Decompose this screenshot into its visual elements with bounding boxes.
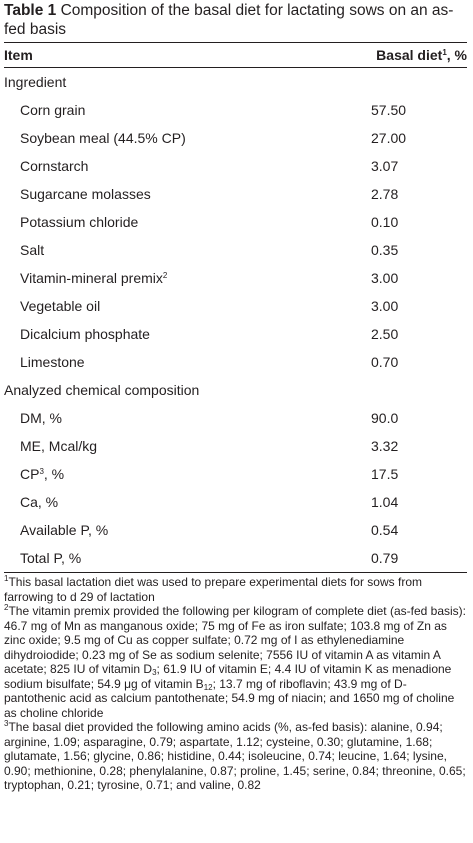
- table-row: Soybean meal (44.5% CP) 27.00: [20, 130, 407, 146]
- table-row: Dicalcium phosphate 2.50: [20, 326, 399, 342]
- table-container: Table 1 Composition of the basal diet fo…: [4, 0, 467, 793]
- table-row: Vitamin-mineral premix2 3.00: [20, 270, 399, 286]
- table-row: ME, Mcal/kg 3.32: [20, 438, 399, 454]
- top-rule: [4, 42, 467, 43]
- header-item: Item: [4, 47, 33, 63]
- header-basal-diet: Basal diet1, %: [376, 47, 467, 63]
- table-header: Item Basal diet1, %: [4, 43, 467, 67]
- ingredient-rows: Corn grain 57.50 Soybean meal (44.5% CP) 2…: [4, 96, 467, 376]
- table-row: Corn grain 57.50: [20, 102, 407, 118]
- header-rule: [4, 67, 467, 68]
- table-footnotes: 1This basal lactation diet was used to p…: [4, 573, 467, 793]
- bottom-rule: [4, 572, 467, 573]
- footnote-2: 2The vitamin premix provided the followi…: [4, 603, 466, 720]
- table-label: Table 1: [4, 2, 57, 19]
- analyzed-rows: DM, % 90.0 ME, Mcal/kg 3.32 CP3, % 17.5 Ca,…: [4, 404, 467, 572]
- table-row: Available P, % 0.54: [20, 522, 399, 538]
- table-row: Sugarcane molasses 2.78: [20, 186, 399, 202]
- table-row: Salt 0.35: [20, 242, 399, 258]
- table-row: CP3, % 17.5: [20, 466, 399, 482]
- table-row: Limestone 0.70: [20, 354, 399, 370]
- table-row: Ca, % 1.04: [20, 494, 399, 510]
- table-row: DM, % 90.0: [20, 410, 399, 426]
- table-row: Total P, % 0.79: [20, 550, 399, 566]
- table-caption: Table 1 Composition of the basal diet fo…: [4, 0, 467, 39]
- table-row: Cornstarch 3.07: [20, 158, 399, 174]
- footnote-3: 3The basal diet provided the following a…: [4, 719, 466, 793]
- footnote-1: 1This basal lactation diet was used to p…: [4, 574, 422, 604]
- table-row: Potassium chloride 0.10: [20, 214, 399, 230]
- table-title: Composition of the basal diet for lactat…: [4, 2, 454, 38]
- section-ingredient: Ingredient: [4, 74, 67, 90]
- section-analyzed: Analyzed chemical composition: [4, 382, 200, 398]
- table-row: Vegetable oil 3.00: [20, 298, 399, 314]
